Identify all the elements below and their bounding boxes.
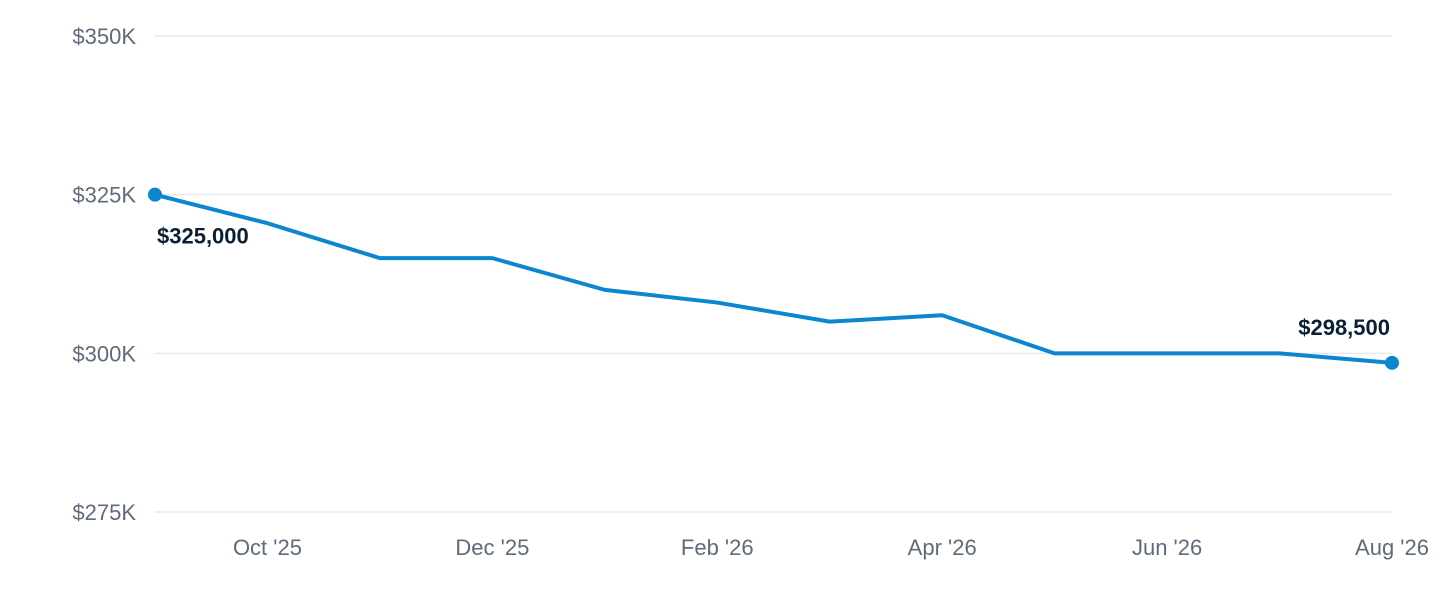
y-tick-label: $325K <box>72 183 136 208</box>
x-axis-tick-labels: Oct '25 Dec '25 Feb '26 Apr '26 Jun '26 Aug '… <box>233 535 1429 560</box>
x-tick-label: Oct '25 <box>233 535 302 560</box>
x-tick-label: Dec '25 <box>455 535 529 560</box>
y-tick-label: $275K <box>72 500 136 525</box>
data-label: $298,500 <box>1298 315 1390 340</box>
y-tick-label: $300K <box>72 341 136 366</box>
data-labels: $325,000 $298,500 <box>148 187 1399 370</box>
endpoint-marker <box>1385 355 1399 370</box>
series-layer <box>153 192 1394 365</box>
y-tick-label: $350K <box>72 24 136 49</box>
x-tick-label: Aug '26 <box>1355 535 1429 560</box>
y-axis-tick-labels: $275K $300K $325K $350K <box>72 24 136 525</box>
x-tick-label: Apr '26 <box>908 535 977 560</box>
endpoint-marker <box>148 187 162 202</box>
x-tick-label: Jun '26 <box>1132 535 1202 560</box>
x-tick-label: Feb '26 <box>681 535 754 560</box>
data-label: $325,000 <box>157 224 249 249</box>
gridlines <box>155 35 1392 513</box>
series-line <box>153 192 1394 365</box>
